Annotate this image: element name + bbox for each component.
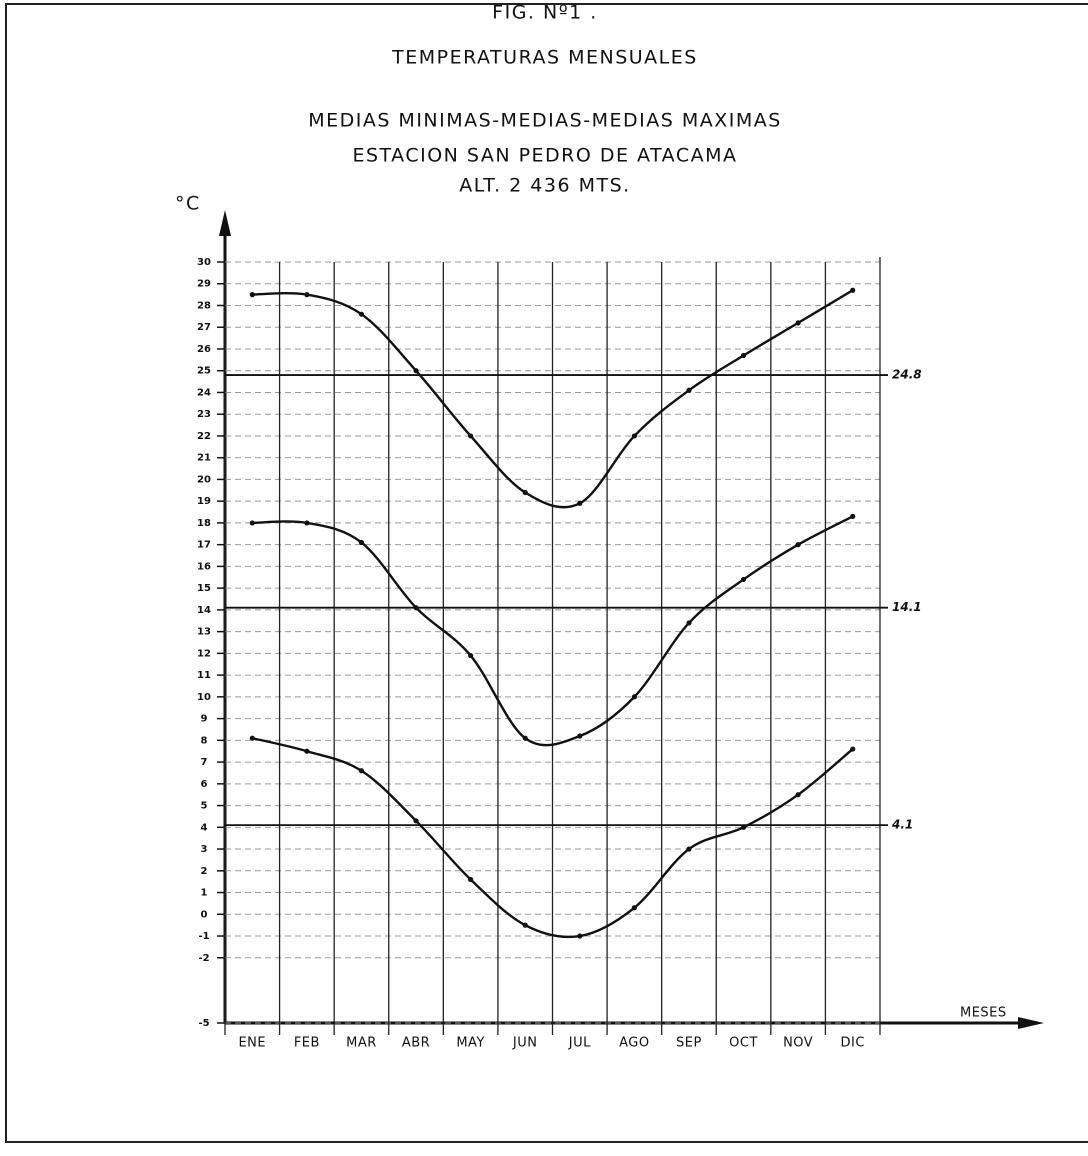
- chart-title: FIG. Nº1 .: [492, 2, 598, 24]
- data-point: [522, 922, 528, 928]
- data-point: [304, 292, 310, 298]
- x-tick-label: FEB: [294, 1036, 320, 1051]
- y-tick-label: -5: [198, 1018, 209, 1029]
- data-point: [686, 387, 692, 393]
- data-point: [468, 876, 474, 883]
- y-tick-label: 2: [201, 866, 208, 877]
- data-point: [304, 748, 310, 754]
- x-tick-label: JUN: [512, 1036, 538, 1051]
- chart-subtitle: TEMPERATURAS MENSUALES: [391, 47, 698, 69]
- y-tick-label: 8: [201, 735, 208, 746]
- x-tick-label: MAR: [346, 1036, 377, 1051]
- y-tick-label: 24: [197, 387, 211, 398]
- y-tick-label: 7: [201, 757, 208, 768]
- x-tick-label: NOV: [783, 1036, 813, 1051]
- x-axis-arrow: [1018, 1017, 1044, 1029]
- y-tick-label: 13: [197, 627, 211, 638]
- x-tick-label: AGO: [619, 1036, 649, 1051]
- data-point: [304, 520, 310, 526]
- y-tick-label: 1: [201, 888, 208, 899]
- x-tick-label: ABR: [402, 1036, 430, 1051]
- y-tick-label: 10: [197, 692, 211, 703]
- data-point: [358, 539, 365, 546]
- y-tick-label: 29: [197, 279, 211, 290]
- data-point: [740, 824, 747, 830]
- subtitle-line: ESTACION SAN PEDRO DE ATACAMA: [352, 145, 737, 167]
- data-point: [686, 620, 692, 626]
- data-point: [631, 905, 637, 911]
- data-point: [522, 489, 528, 496]
- y-axis-arrow: [219, 210, 231, 236]
- data-point: [468, 433, 474, 439]
- y-tick-label: -1: [198, 931, 209, 942]
- data-point: [468, 652, 474, 659]
- y-axis-label: °C: [175, 193, 201, 215]
- y-tick-label: 30: [197, 257, 211, 268]
- data-point: [740, 576, 747, 583]
- y-tick-label: 5: [201, 801, 208, 812]
- x-tick-label: DIC: [840, 1036, 864, 1051]
- y-tick-label: 15: [197, 583, 211, 594]
- y-tick-label: 22: [197, 431, 211, 442]
- data-point: [631, 433, 637, 439]
- y-tick-label: 3: [201, 844, 208, 855]
- x-tick-label: ENE: [238, 1036, 266, 1051]
- data-point: [249, 735, 255, 741]
- data-point: [795, 792, 801, 798]
- x-axis-label: MESES: [960, 1006, 1007, 1021]
- y-tick-label: 11: [197, 670, 211, 681]
- data-point: [850, 287, 856, 293]
- data-point: [522, 735, 528, 741]
- annual-mean-label: 4.1: [891, 818, 913, 832]
- y-tick-label: 28: [197, 300, 211, 311]
- y-tick-label: 0: [201, 909, 208, 920]
- data-point: [686, 846, 692, 852]
- data-point: [740, 352, 747, 359]
- data-point: [413, 818, 419, 824]
- annual-mean-label: 24.8: [892, 368, 922, 382]
- annual-mean-label: 14.1: [892, 600, 922, 614]
- y-tick-label: 27: [197, 322, 211, 333]
- y-tick-label: 20: [197, 474, 211, 485]
- data-point: [413, 605, 419, 611]
- y-tick-label: 21: [197, 453, 211, 464]
- y-tick-label: 14: [197, 605, 211, 616]
- data-point: [577, 733, 583, 739]
- data-point: [795, 320, 801, 326]
- data-point: [577, 933, 583, 939]
- data-point: [850, 513, 856, 519]
- x-tick-label: SEP: [676, 1036, 702, 1051]
- y-tick-label: 25: [197, 366, 211, 377]
- subtitle-line: ALT. 2 436 MTS.: [459, 175, 630, 197]
- x-tick-label: JUL: [568, 1036, 591, 1051]
- y-tick-label: 6: [201, 779, 208, 790]
- y-tick-label: 17: [197, 540, 211, 551]
- frame: [5, 3, 1088, 1143]
- data-point: [795, 542, 801, 548]
- y-tick-label: 19: [197, 496, 211, 507]
- y-tick-label: 9: [201, 714, 208, 725]
- data-point: [577, 500, 583, 506]
- data-point: [850, 746, 856, 752]
- y-tick-label: 16: [197, 561, 211, 572]
- y-tick-label: 12: [197, 648, 211, 659]
- data-point: [358, 311, 365, 317]
- y-tick-label: 26: [197, 344, 211, 355]
- data-point: [249, 520, 255, 526]
- y-tick-label: 18: [197, 518, 211, 529]
- subtitle-line: MEDIAS MINIMAS-MEDIAS-MEDIAS MAXIMAS: [308, 110, 782, 132]
- data-point: [249, 292, 255, 298]
- data-point: [413, 368, 419, 374]
- data-point: [358, 768, 365, 774]
- y-tick-label: 23: [197, 409, 211, 420]
- x-tick-label: MAY: [456, 1036, 485, 1051]
- y-tick-label: 4: [201, 822, 208, 833]
- y-tick-label: -2: [198, 953, 209, 964]
- x-tick-label: OCT: [729, 1036, 758, 1051]
- data-point: [631, 694, 637, 700]
